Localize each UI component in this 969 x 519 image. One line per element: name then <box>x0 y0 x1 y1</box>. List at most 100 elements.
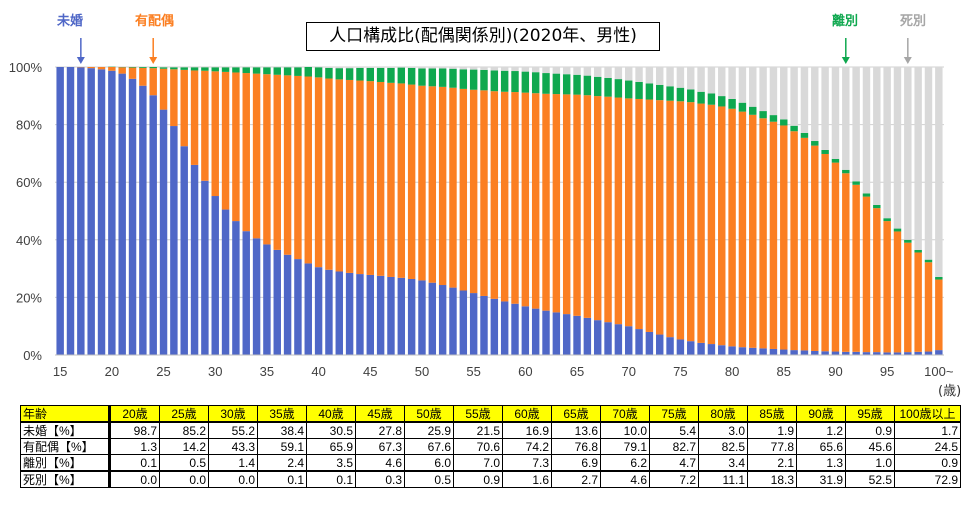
bar-widowed <box>469 67 478 70</box>
bar-widowed <box>749 67 757 107</box>
table-row: 未婚【%】 98.7 85.2 55.2 38.4 30.5 27.8 25.9 21.5 16.… <box>20 421 961 439</box>
bar-married <box>635 98 643 330</box>
bar-divorced <box>294 67 302 76</box>
column-header: 60歳 <box>502 405 552 423</box>
table-cell: 31.9 <box>796 470 846 488</box>
bar-unmarried <box>87 68 95 355</box>
bar-divorced <box>366 67 375 82</box>
bar-married <box>924 262 933 352</box>
bar-divorced <box>531 72 540 94</box>
bar-divorced <box>614 79 623 98</box>
bar-married <box>914 252 922 352</box>
bar-married <box>645 99 654 332</box>
bar-married <box>418 85 426 281</box>
bar-divorced <box>645 83 654 100</box>
column-header: 20歳 <box>109 405 160 423</box>
table-cell: 1.3 <box>109 438 160 455</box>
bar-divorced <box>438 68 447 87</box>
bar-divorced <box>263 67 271 75</box>
bar-widowed <box>635 67 643 82</box>
bar-divorced <box>904 239 912 243</box>
bar-divorced <box>170 67 178 70</box>
bar-married <box>852 184 860 352</box>
bar-divorced <box>811 141 819 146</box>
table-cell: 3.0 <box>698 421 748 439</box>
bar-married <box>118 67 126 74</box>
bar-divorced <box>821 149 829 154</box>
bar-widowed <box>376 67 385 68</box>
table-cell: 0.9 <box>845 421 895 439</box>
bar-widowed <box>356 67 364 68</box>
bar-divorced <box>428 68 437 87</box>
bar-married <box>490 91 499 299</box>
bar-divorced <box>893 228 902 232</box>
y-tick-label: 100% <box>9 60 43 75</box>
bar-widowed <box>562 67 571 75</box>
bar-unmarried <box>356 274 364 355</box>
bar-unmarried <box>718 345 726 355</box>
bar-divorced <box>935 276 943 280</box>
bar-married <box>345 79 354 273</box>
bar-unmarried <box>56 67 64 355</box>
bar-married <box>862 196 871 353</box>
bar-widowed <box>790 67 798 126</box>
bar-married <box>428 86 437 283</box>
bar-unmarried <box>314 267 323 355</box>
bar-unmarried <box>831 351 840 355</box>
bar-divorced <box>873 204 881 209</box>
bar-widowed <box>666 67 674 87</box>
bar-widowed <box>335 67 343 69</box>
bar-unmarried <box>697 342 705 355</box>
bar-married <box>263 74 271 245</box>
x-tick-label: 40 <box>311 364 325 379</box>
bar-unmarried <box>542 310 550 355</box>
bar-widowed <box>645 67 654 84</box>
table-cell: 4.6 <box>355 454 405 472</box>
bar-unmarried <box>842 351 850 355</box>
bar-married <box>624 98 633 327</box>
bar-divorced <box>480 69 488 91</box>
bar-unmarried <box>376 275 385 355</box>
table-cell: 6.0 <box>404 454 454 472</box>
bar-widowed <box>397 67 406 68</box>
bar-married <box>935 279 943 351</box>
bar-widowed <box>459 67 468 70</box>
bar-unmarried <box>325 269 333 355</box>
bar-divorced <box>914 249 922 253</box>
bar-unmarried <box>149 95 157 355</box>
bar-divorced <box>397 67 406 84</box>
bar-widowed <box>345 67 354 69</box>
bar-married <box>221 71 230 210</box>
bar-unmarried <box>573 315 581 355</box>
table-cell: 5.4 <box>649 421 699 439</box>
bar-married <box>831 162 840 352</box>
bar-unmarried <box>687 341 695 355</box>
bar-divorced <box>749 106 757 115</box>
bar-married <box>718 106 726 346</box>
bar-divorced <box>314 67 323 78</box>
x-tick-label: 95 <box>880 364 894 379</box>
bar-married <box>387 82 395 277</box>
bar-unmarried <box>221 209 230 355</box>
table-corner-label: 年齢 <box>20 405 111 423</box>
bar-divorced <box>242 67 250 74</box>
x-tick-label: 80 <box>725 364 739 379</box>
annotation-divorced: 離別 <box>832 14 859 29</box>
bar-divorced <box>728 98 736 109</box>
bar-divorced <box>759 111 767 119</box>
column-header: 65歳 <box>551 405 601 423</box>
bar-divorced <box>562 74 571 95</box>
table-cell: 0.1 <box>257 470 307 488</box>
bar-married <box>749 114 757 348</box>
bar-divorced <box>459 69 468 89</box>
bar-married <box>883 221 891 353</box>
bar-divorced <box>128 67 137 68</box>
bar-widowed <box>676 67 685 88</box>
bar-unmarried <box>118 73 126 356</box>
bar-divorced <box>738 102 747 112</box>
bar-unmarried <box>108 70 116 355</box>
bar-unmarried <box>914 351 922 355</box>
bar-unmarried <box>242 231 250 355</box>
table-cell: 11.1 <box>698 470 748 488</box>
